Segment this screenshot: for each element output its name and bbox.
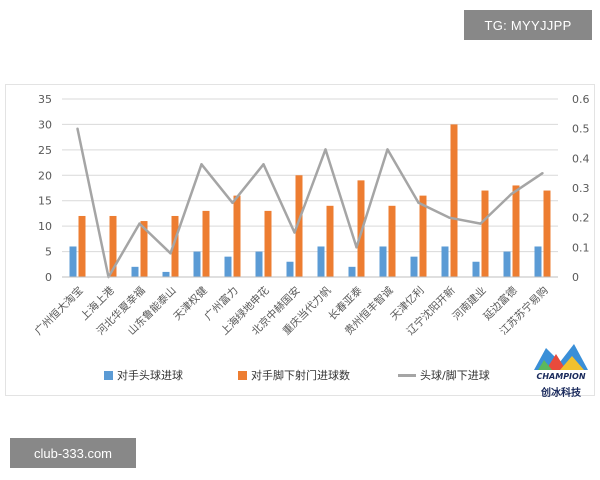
legend-swatch-blue	[104, 370, 113, 380]
bar-header-goals	[162, 271, 170, 277]
ratio-point	[76, 127, 79, 130]
legend-label-ratio: 头球/脚下进球	[420, 369, 490, 382]
axes: 0510152025303500.10.20.30.40.50.6广州恒大淘宝上…	[32, 93, 590, 338]
ratio-point	[231, 201, 234, 205]
ratio-point	[169, 252, 172, 255]
ratio-point	[262, 163, 265, 166]
y-left-tick-label: 5	[45, 246, 52, 259]
ratio-point	[293, 231, 296, 234]
y-right-tick-label: 0.2	[572, 212, 590, 225]
bar-foot-goals	[512, 185, 520, 277]
legend-label-header-goals: 对手头球进球	[117, 369, 183, 382]
bar-foot-goals	[233, 195, 241, 277]
legend-swatch-grey-line	[398, 373, 416, 377]
y-right-tick-label: 0.3	[572, 182, 590, 195]
legend-swatch-orange	[238, 370, 247, 380]
watermark-tg: TG: MYYJJPP	[464, 10, 592, 40]
bar-header-goals	[379, 246, 387, 277]
ratio-line-path	[76, 128, 544, 279]
champion-logo-icon	[534, 344, 588, 370]
bar-header-goals	[534, 246, 542, 277]
y-left-tick-label: 0	[45, 271, 52, 284]
y-right-tick-label: 0.4	[572, 152, 590, 165]
bar-foot-goals	[78, 215, 86, 277]
y-right-tick-label: 0.1	[572, 241, 590, 254]
bar-header-goals	[193, 251, 201, 277]
legend-item-header-goals: 对手头球进球	[104, 367, 183, 383]
bar-foot-goals	[419, 195, 427, 277]
bars	[69, 124, 551, 277]
bar-header-goals	[503, 251, 511, 277]
bar-foot-goals	[326, 205, 334, 277]
bar-foot-goals	[202, 210, 210, 277]
bar-header-goals	[131, 266, 139, 277]
y-left-tick-label: 20	[38, 169, 52, 182]
ratio-point	[417, 201, 420, 205]
ratio-point	[324, 148, 327, 151]
legend-label-foot-goals: 对手脚下射门进球数	[251, 369, 350, 382]
bar-foot-goals	[140, 221, 148, 277]
bar-header-goals	[410, 256, 418, 277]
y-right-tick-label: 0.6	[572, 93, 590, 106]
logo-chinese-name: 创冰科技	[541, 388, 581, 399]
ratio-point	[479, 222, 482, 225]
y-left-tick-label: 10	[38, 220, 52, 233]
y-left-tick-label: 30	[38, 118, 52, 131]
bar-foot-goals	[450, 124, 458, 277]
y-right-tick-label: 0	[572, 271, 579, 284]
watermark-club: club-333.com	[10, 438, 136, 468]
bar-foot-goals	[388, 205, 396, 277]
bar-foot-goals	[295, 175, 303, 277]
ratio-point	[448, 216, 451, 219]
logo-wordmark: CHAMPION	[536, 372, 586, 381]
legend-item-ratio: 头球/脚下进球	[398, 367, 490, 383]
bar-foot-goals	[481, 190, 489, 277]
bar-foot-goals	[264, 210, 272, 277]
y-left-tick-label: 25	[38, 144, 52, 157]
bar-foot-goals	[109, 215, 117, 277]
bar-foot-goals	[543, 190, 551, 277]
legend-item-foot-goals: 对手脚下射门进球数	[238, 367, 350, 383]
bar-header-goals	[441, 246, 449, 277]
ratio-point	[541, 171, 544, 175]
y-left-tick-label: 35	[38, 93, 52, 106]
ratio-point	[386, 148, 389, 151]
bar-foot-goals	[357, 180, 365, 277]
ratio-point	[138, 222, 141, 225]
bar-header-goals	[224, 256, 232, 277]
ratio-point	[200, 163, 203, 166]
ratio-point	[510, 192, 513, 196]
bar-header-goals	[317, 246, 325, 277]
ratio-line	[76, 127, 544, 279]
y-right-tick-label: 0.5	[572, 123, 590, 136]
bar-header-goals	[69, 246, 77, 277]
bar-header-goals	[472, 261, 480, 277]
bar-header-goals	[286, 261, 294, 277]
y-left-tick-label: 15	[38, 195, 52, 208]
x-category-label: 广州恒大淘宝	[32, 284, 86, 338]
bar-foot-goals	[171, 215, 179, 277]
bar-header-goals	[255, 251, 263, 277]
bar-header-goals	[348, 266, 356, 277]
ratio-point	[355, 246, 358, 249]
